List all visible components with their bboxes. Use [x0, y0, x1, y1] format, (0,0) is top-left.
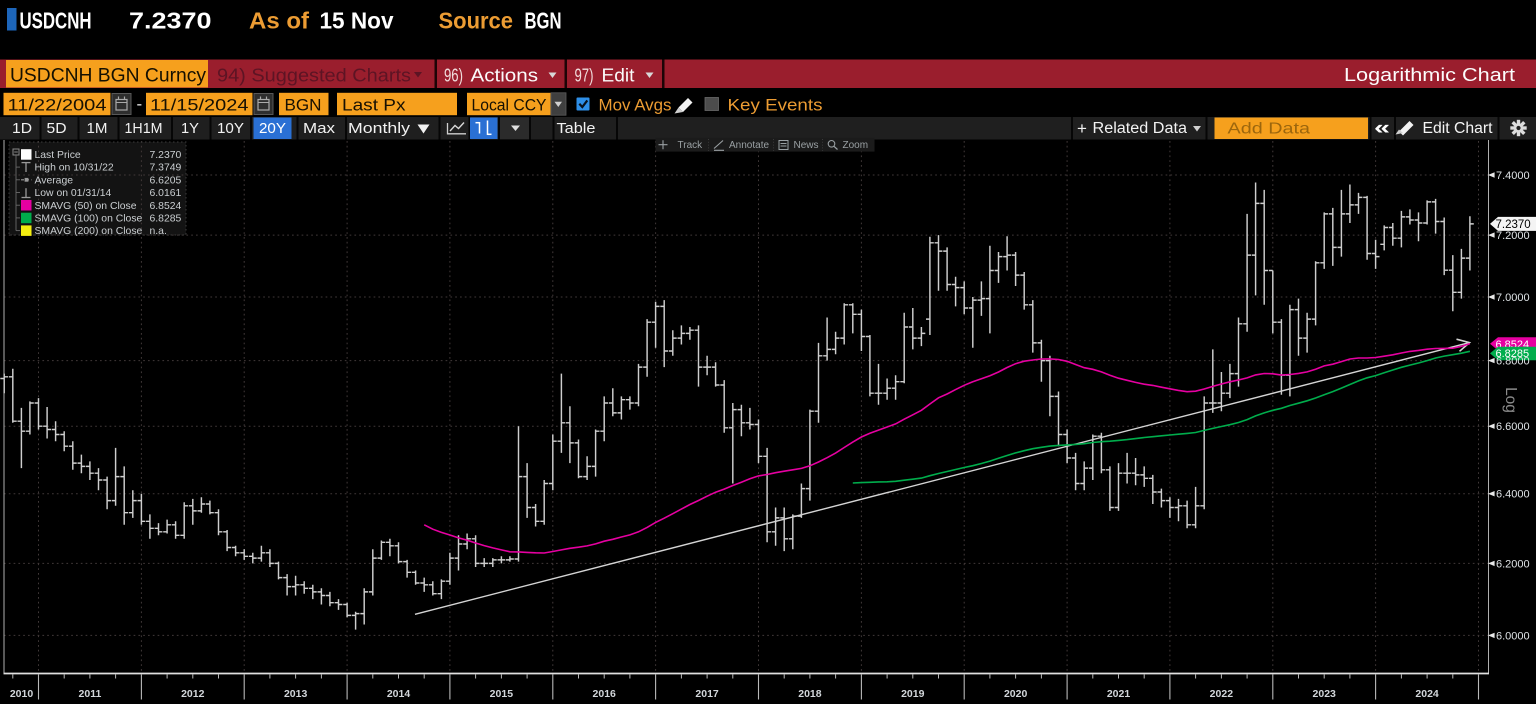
svg-text:6.8285: 6.8285: [150, 214, 182, 225]
svg-text:2014: 2014: [387, 688, 411, 700]
svg-text:6.0161: 6.0161: [150, 188, 182, 199]
svg-text:Max: Max: [303, 120, 336, 137]
svg-text:Log: Log: [1502, 387, 1519, 413]
svg-text:2010: 2010: [10, 688, 34, 700]
svg-text:5D: 5D: [47, 120, 67, 137]
svg-text:7.2370: 7.2370: [150, 150, 182, 161]
svg-text:2017: 2017: [695, 688, 719, 700]
svg-text:2018: 2018: [798, 688, 822, 700]
svg-text:11/15/2024: 11/15/2024: [150, 97, 249, 115]
svg-text:2020: 2020: [1004, 688, 1028, 700]
svg-text:7.0000: 7.0000: [1496, 292, 1530, 304]
svg-text:Low on 01/31/14: Low on 01/31/14: [35, 188, 112, 199]
svg-text:2013: 2013: [284, 688, 308, 700]
svg-text:6.8285: 6.8285: [1496, 348, 1530, 360]
svg-text:SMAVG (200) on Close: SMAVG (200) on Close: [35, 226, 143, 237]
svg-text:1M: 1M: [87, 120, 108, 137]
svg-text:Mov Avgs: Mov Avgs: [599, 97, 672, 115]
svg-text:As of: As of: [249, 8, 309, 34]
svg-text:2024: 2024: [1415, 688, 1439, 700]
svg-text:SMAVG (100) on Close: SMAVG (100) on Close: [35, 214, 143, 225]
svg-text:96): 96): [444, 66, 463, 86]
svg-text:-: -: [137, 95, 143, 114]
svg-text:1H1M: 1H1M: [125, 120, 163, 137]
svg-text:7.3749: 7.3749: [150, 163, 182, 174]
svg-text:2011: 2011: [79, 688, 102, 700]
svg-text:BGN: BGN: [285, 97, 322, 115]
svg-text:7.2370: 7.2370: [129, 8, 212, 34]
svg-text:1D: 1D: [12, 120, 32, 137]
svg-text:News: News: [794, 140, 819, 151]
svg-text:6.8524: 6.8524: [150, 201, 182, 212]
svg-text:Actions: Actions: [471, 66, 539, 86]
svg-text:Edit: Edit: [602, 66, 635, 86]
svg-text:BGN: BGN: [525, 8, 562, 34]
svg-text:10Y: 10Y: [217, 120, 244, 137]
svg-text:Zoom: Zoom: [843, 140, 869, 151]
svg-text:USDCNH: USDCNH: [20, 8, 92, 34]
svg-text:2012: 2012: [181, 688, 205, 700]
svg-text:SMAVG (50) on Close: SMAVG (50) on Close: [35, 201, 137, 212]
svg-text:n.a.: n.a.: [150, 226, 167, 237]
svg-text:High on 10/31/22: High on 10/31/22: [35, 163, 114, 174]
svg-text:Logarithmic Chart: Logarithmic Chart: [1344, 64, 1515, 85]
svg-text:97): 97): [575, 66, 594, 86]
svg-text:Key Events: Key Events: [728, 97, 823, 115]
svg-text:7.2000: 7.2000: [1496, 230, 1530, 242]
svg-text:6.0000: 6.0000: [1496, 630, 1530, 642]
svg-text:6.2000: 6.2000: [1496, 558, 1530, 570]
svg-text:6.8000: 6.8000: [1496, 356, 1530, 368]
svg-text:2022: 2022: [1210, 688, 1234, 700]
svg-text:1Y: 1Y: [181, 120, 199, 137]
svg-text:Monthly: Monthly: [348, 120, 411, 137]
svg-text:Source: Source: [439, 8, 514, 34]
svg-text:USDCNH BGN Curncy: USDCNH BGN Curncy: [10, 66, 206, 87]
svg-text:Track: Track: [678, 140, 704, 151]
svg-text:2023: 2023: [1313, 688, 1337, 700]
svg-text:6.6000: 6.6000: [1496, 421, 1530, 433]
svg-text:Annotate: Annotate: [729, 140, 769, 151]
svg-text:«: «: [1374, 118, 1390, 139]
svg-text:6.6205: 6.6205: [150, 175, 182, 186]
svg-text:7.4000: 7.4000: [1496, 170, 1530, 182]
svg-text:7.2370: 7.2370: [1496, 219, 1531, 231]
svg-text:Related Data: Related Data: [1093, 120, 1188, 137]
svg-text:2021: 2021: [1107, 688, 1131, 700]
svg-text:Average: Average: [35, 175, 74, 186]
svg-text:2016: 2016: [593, 688, 617, 700]
svg-text:2015: 2015: [490, 688, 514, 700]
svg-text:Local CCY: Local CCY: [472, 97, 547, 115]
svg-text:15 Nov: 15 Nov: [320, 8, 394, 34]
svg-text:Add Data: Add Data: [1228, 121, 1311, 138]
svg-text:6.4000: 6.4000: [1496, 489, 1530, 501]
svg-text:Last Px: Last Px: [342, 97, 406, 115]
svg-text:11/22/2004: 11/22/2004: [8, 97, 107, 115]
svg-text:20Y: 20Y: [259, 120, 286, 137]
svg-text:2019: 2019: [901, 688, 925, 700]
svg-text:Table: Table: [557, 120, 596, 137]
svg-text:+: +: [1077, 119, 1087, 138]
svg-text:Last Price: Last Price: [35, 150, 81, 161]
svg-text:94) Suggested Charts: 94) Suggested Charts: [217, 65, 411, 86]
svg-text:Edit Chart: Edit Chart: [1423, 120, 1494, 137]
